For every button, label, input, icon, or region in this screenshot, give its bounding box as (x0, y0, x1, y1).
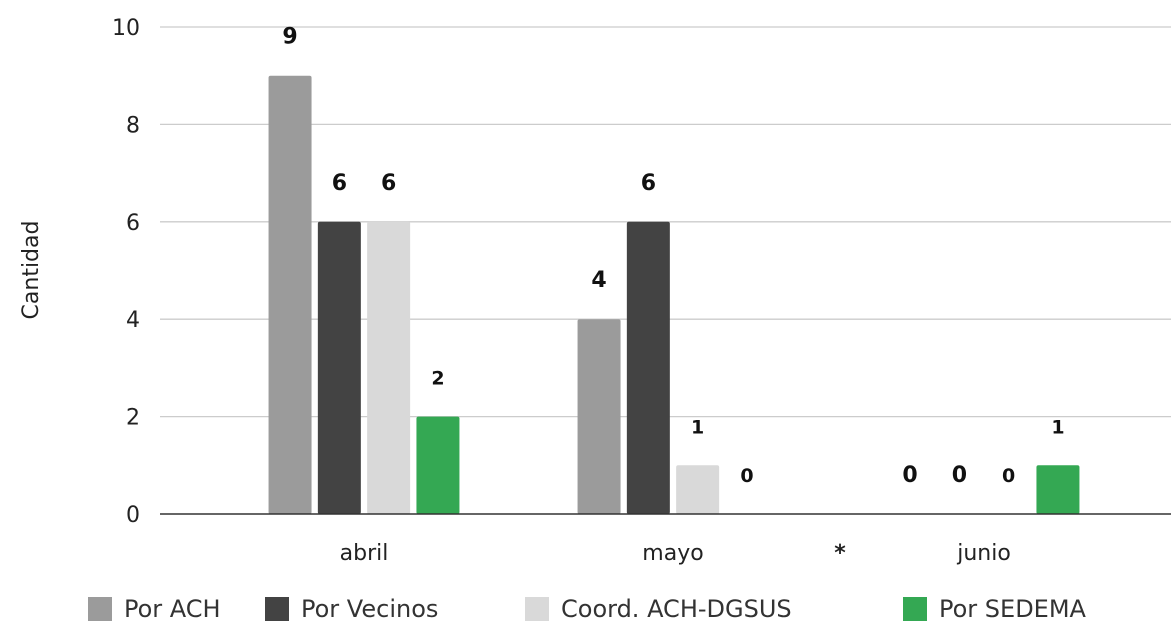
legend-label: Por ACH (124, 595, 221, 623)
bars (268, 75, 1080, 515)
legend-item: Coord. ACH-DGSUS (525, 595, 792, 623)
data-label: 0 (952, 463, 967, 488)
annotation-asterisk: * (834, 541, 846, 566)
y-tick-label: 4 (126, 308, 140, 333)
y-tick-label: 6 (126, 211, 140, 236)
y-axis-ticks: 0 2 4 6 8 10 (112, 16, 140, 528)
y-tick-label: 8 (126, 113, 140, 138)
data-label: 0 (740, 465, 753, 487)
y-tick-label: 0 (126, 503, 140, 528)
legend-swatch (525, 597, 549, 621)
y-tick-label: 10 (112, 16, 140, 41)
bar-abril-1 (317, 221, 361, 515)
data-label: 1 (691, 416, 704, 438)
legend-item: Por SEDEMA (903, 595, 1086, 623)
bar-junio-3 (1036, 465, 1080, 514)
data-label: 0 (902, 463, 917, 488)
data-label: 9 (282, 25, 297, 50)
x-tick-label: abril (340, 541, 389, 566)
legend-label: Por Vecinos (301, 595, 439, 623)
legend-item: Por ACH (88, 595, 221, 623)
x-tick-label: mayo (642, 541, 703, 566)
legend-label: Por SEDEMA (939, 595, 1086, 623)
data-label: 4 (591, 268, 606, 293)
data-label: 6 (641, 171, 656, 196)
y-axis-label: Cantidad (19, 221, 44, 320)
bar-mayo-1 (626, 221, 670, 515)
bar-abril-3 (416, 416, 460, 514)
x-tick-label: junio (956, 541, 1011, 566)
legend-swatch (903, 597, 927, 621)
legend-label: Coord. ACH-DGSUS (561, 595, 792, 623)
data-label: 2 (431, 368, 444, 390)
legend-swatch (265, 597, 289, 621)
bar-mayo-0 (577, 319, 621, 514)
data-label: 6 (381, 171, 396, 196)
legend-item: Por Vecinos (265, 595, 438, 623)
bar-abril-0 (268, 75, 312, 514)
x-axis-categories: abril mayo junio (340, 541, 1011, 566)
bar-mayo-2 (676, 465, 720, 514)
y-tick-label: 2 (126, 406, 140, 431)
data-label: 6 (332, 171, 347, 196)
legend-swatch (88, 597, 112, 621)
legend: Por ACH Por Vecinos Coord. ACH-DGSUS Por SE… (0, 591, 1171, 627)
bar-abril-2 (367, 221, 411, 515)
data-label: 0 (1002, 465, 1015, 487)
data-label: 1 (1051, 416, 1064, 438)
data-labels: 9 6 6 2 4 6 1 0 0 0 0 1 (282, 25, 1064, 488)
